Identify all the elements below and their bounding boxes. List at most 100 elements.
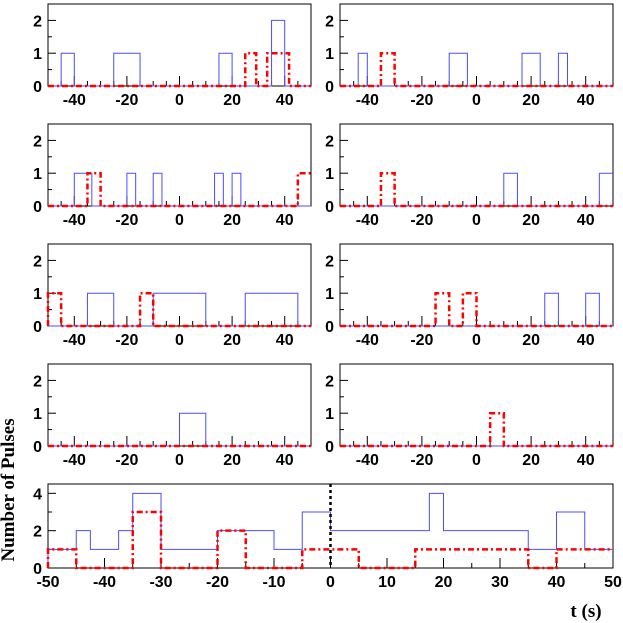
x-tick-label: -30 <box>149 574 172 591</box>
x-tick-label: 20 <box>435 574 453 591</box>
y-tick-label: 2 <box>325 373 334 390</box>
panel-row3-left: -40 -20 0 20 40 0 1 2 <box>33 243 312 349</box>
y-tick-label: 2 <box>33 13 42 30</box>
y-tick-label: 2 <box>33 373 42 390</box>
solid-histogram <box>47 492 613 568</box>
x-tick-label: 40 <box>577 332 595 349</box>
x-tick-label: 20 <box>223 92 241 109</box>
x-tick-label: -20 <box>115 332 138 349</box>
x-tick-label: 40 <box>548 574 566 591</box>
x-tick-label: -40 <box>63 92 86 109</box>
x-tick-label: 40 <box>577 452 595 469</box>
x-axis-title: t (s) <box>570 601 601 622</box>
x-tick-label: -20 <box>115 212 138 229</box>
x-tick-label: -40 <box>356 452 379 469</box>
panel-bottom-combined: -50 -40 -30 -20 -10 0 10 20 30 40 50 0 2 4 <box>33 483 622 591</box>
x-tick-label: 40 <box>276 92 294 109</box>
panel-row4-right: -40 -20 0 20 40 0 1 2 <box>325 363 614 469</box>
y-tick-label: 1 <box>325 406 334 423</box>
x-tick-label: 10 <box>378 574 396 591</box>
x-tick-label: 20 <box>223 332 241 349</box>
y-tick-label: 0 <box>325 319 334 336</box>
x-tick-label: -20 <box>410 212 433 229</box>
x-tick-label: -20 <box>410 92 433 109</box>
y-tick-label: 2 <box>33 524 42 541</box>
x-tick-label: -50 <box>36 574 59 591</box>
x-tick-label: 50 <box>604 574 622 591</box>
x-tick-label: 0 <box>175 212 184 229</box>
panel-row2-left: -40 -20 0 20 40 0 1 2 <box>33 123 312 229</box>
panel-frame <box>339 123 614 207</box>
x-tick-label: 20 <box>522 212 540 229</box>
x-tick-label: 0 <box>472 332 481 349</box>
y-tick-label: 4 <box>33 486 42 503</box>
panel-frame <box>339 363 614 447</box>
y-tick-label: 2 <box>325 133 334 150</box>
y-tick-label: 0 <box>33 319 42 336</box>
y-tick-label: 0 <box>33 561 42 578</box>
x-tick-label: 20 <box>522 452 540 469</box>
panel-row2-right: -40 -20 0 20 40 0 1 2 <box>325 123 614 229</box>
y-tick-label: 0 <box>33 79 42 96</box>
x-tick-label: -40 <box>63 332 86 349</box>
y-tick-label: 0 <box>33 199 42 216</box>
x-tick-label: 20 <box>223 212 241 229</box>
x-tick-label: 40 <box>276 332 294 349</box>
x-tick-label: -40 <box>63 452 86 469</box>
y-tick-label: 1 <box>325 166 334 183</box>
solid-histogram <box>340 52 613 87</box>
dashed-histogram <box>48 171 311 208</box>
x-tick-label: 0 <box>175 452 184 469</box>
x-tick-label: 20 <box>223 452 241 469</box>
y-tick-label: 1 <box>325 46 334 63</box>
panel-row1-left: -40 -20 0 20 40 0 1 2 <box>33 3 312 109</box>
x-tick-label: -20 <box>115 92 138 109</box>
y-tick-label: 1 <box>33 166 42 183</box>
x-tick-label: -40 <box>356 92 379 109</box>
y-tick-label: 0 <box>33 439 42 456</box>
x-tick-label: 0 <box>175 332 184 349</box>
panel-row3-right: -40 -20 0 20 40 0 1 2 <box>325 243 614 349</box>
y-tick-label: 1 <box>33 46 42 63</box>
x-tick-label: -20 <box>206 574 229 591</box>
dashed-histogram <box>340 411 613 448</box>
x-tick-label: 40 <box>577 212 595 229</box>
y-tick-label: 0 <box>325 79 334 96</box>
x-tick-label: -40 <box>356 212 379 229</box>
x-tick-label: 0 <box>472 92 481 109</box>
x-tick-label: 30 <box>491 574 509 591</box>
x-tick-label: 0 <box>472 452 481 469</box>
panel-row4-left: -40 -20 0 20 40 0 1 2 <box>33 363 312 469</box>
dashed-histogram <box>46 510 613 570</box>
x-tick-label: 40 <box>276 452 294 469</box>
x-tick-label: 0 <box>175 92 184 109</box>
y-tick-label: 1 <box>33 286 42 303</box>
x-tick-label: 20 <box>522 332 540 349</box>
y-tick-label: 1 <box>33 406 42 423</box>
y-tick-label: 2 <box>325 253 334 270</box>
y-tick-label: 2 <box>325 13 334 30</box>
y-axis-title: Number of Pulses <box>0 418 19 561</box>
dashed-histogram <box>48 51 311 88</box>
x-tick-label: 20 <box>522 92 540 109</box>
x-tick-label: -10 <box>262 574 285 591</box>
y-tick-label: 2 <box>33 133 42 150</box>
x-tick-label: 40 <box>577 92 595 109</box>
x-tick-label: 0 <box>326 574 335 591</box>
panel-row1-right: -40 -20 0 20 40 0 1 2 <box>325 3 614 109</box>
x-tick-label: 40 <box>276 212 294 229</box>
y-tick-label: 0 <box>325 439 334 456</box>
x-tick-label: -20 <box>115 452 138 469</box>
x-tick-label: -40 <box>63 212 86 229</box>
x-tick-label: -40 <box>93 574 116 591</box>
y-tick-label: 0 <box>325 199 334 216</box>
dashed-histogram <box>46 291 311 328</box>
x-tick-label: -20 <box>410 452 433 469</box>
y-tick-label: 1 <box>325 286 334 303</box>
solid-histogram <box>48 292 311 327</box>
x-tick-label: -20 <box>410 332 433 349</box>
x-tick-label: 0 <box>472 212 481 229</box>
panel-frame <box>339 3 614 87</box>
